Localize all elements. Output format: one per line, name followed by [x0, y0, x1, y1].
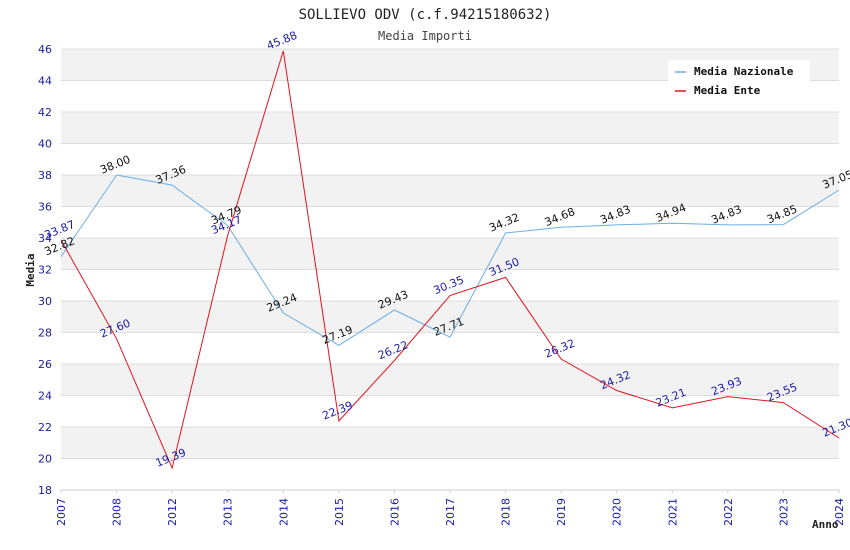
chart-title: SOLLIEVO ODV (c.f.94215180632) — [299, 7, 552, 23]
series-line-media-nazionale — [60, 174, 840, 346]
grid-band — [61, 458, 839, 490]
grid-band — [61, 143, 839, 175]
x-tick-label: 2015 — [333, 498, 346, 526]
series-line-media-ente — [60, 50, 840, 470]
x-tick-label: 2023 — [777, 498, 790, 526]
series-lines — [60, 50, 840, 470]
x-axis-label: Anno — [812, 518, 839, 531]
grid-band — [61, 301, 839, 333]
y-tick-label: 42 — [38, 106, 52, 119]
grid-band — [61, 175, 839, 207]
y-tick-label: 26 — [38, 358, 52, 371]
y-tick-label: 28 — [38, 327, 52, 340]
y-tick-label: 20 — [38, 453, 52, 466]
x-tick-label: 2012 — [166, 498, 179, 526]
y-tick-label: 18 — [38, 484, 52, 497]
grid-band — [61, 395, 839, 427]
x-tick-label: 2024 — [833, 498, 846, 526]
legend: Media Nazionale Media Ente — [668, 60, 810, 104]
y-axis-label: Media — [24, 253, 37, 286]
grid-band — [61, 206, 839, 238]
x-tick-label: 2008 — [111, 498, 124, 526]
legend-label-media-ente: Media Ente — [694, 84, 761, 97]
x-tick-label: 2018 — [500, 498, 513, 526]
grid-band — [61, 112, 839, 144]
y-tick-label: 30 — [38, 295, 52, 308]
x-tick-label: 2017 — [444, 498, 457, 526]
y-tick-label: 44 — [38, 75, 52, 88]
grid-band — [61, 427, 839, 459]
x-tick-label: 2014 — [277, 498, 290, 526]
y-tick-label: 34 — [38, 232, 52, 245]
y-tick-label: 46 — [38, 43, 52, 56]
y-tick-label: 38 — [38, 169, 52, 182]
grid-band — [61, 332, 839, 364]
x-tick-label: 2007 — [55, 498, 68, 526]
y-tick-label: 24 — [38, 390, 52, 403]
x-tick-label: 2022 — [722, 498, 735, 526]
legend-label-media-nazionale: Media Nazionale — [694, 65, 794, 78]
y-tick-label: 36 — [38, 201, 52, 214]
grid-bands — [61, 49, 839, 490]
x-tick-label: 2020 — [611, 498, 624, 526]
x-tick-label: 2016 — [388, 498, 401, 526]
x-axis-ticks: 2007 2008 2012 2013 2014 2015 2016 2017 2018 2019… — [55, 490, 846, 526]
y-axis-ticks: 18 20 22 24 26 28 30 32 34 36 38 40 42 44 46 — [38, 43, 52, 497]
grid-lines — [61, 48, 839, 491]
y-tick-label: 32 — [38, 264, 52, 277]
x-tick-label: 2019 — [555, 498, 568, 526]
chart-subtitle: Media Importi — [378, 29, 472, 43]
x-tick-label: 2021 — [666, 498, 679, 526]
legend-box — [668, 60, 810, 104]
y-tick-label: 22 — [38, 421, 52, 434]
x-tick-label: 2013 — [222, 498, 235, 526]
grid-band — [61, 238, 839, 270]
y-tick-label: 40 — [38, 138, 52, 151]
